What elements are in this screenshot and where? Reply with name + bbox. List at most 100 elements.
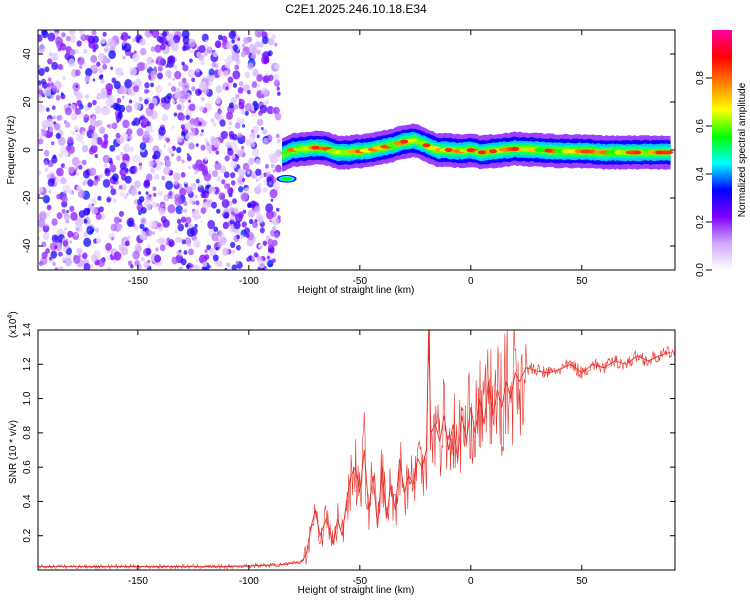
noise-blob	[200, 120, 207, 128]
noise-blob	[162, 219, 170, 228]
noise-blob	[252, 221, 259, 229]
ridge-hotspot	[444, 148, 453, 152]
noise-blob	[221, 199, 230, 209]
noise-blob	[67, 153, 71, 157]
noise-blob	[42, 81, 48, 89]
noise-blob	[256, 134, 260, 139]
noise-blob	[231, 39, 236, 44]
noise-blob	[224, 155, 230, 162]
noise-blob	[133, 85, 140, 93]
noise-blob	[64, 52, 71, 61]
noise-blob	[215, 186, 219, 191]
noise-blob	[219, 119, 226, 127]
noise-blob	[191, 86, 196, 92]
noise-blob	[267, 38, 275, 46]
noise-blob	[253, 205, 261, 214]
noise-blob	[273, 232, 280, 239]
noise-blob	[124, 168, 129, 173]
noise-blob	[110, 66, 114, 70]
noise-blob	[100, 37, 106, 45]
noise-blob	[174, 229, 178, 234]
noise-blob	[236, 234, 241, 240]
noise-blob	[224, 58, 228, 62]
noise-blob	[161, 113, 169, 122]
noise-blob	[185, 216, 192, 225]
ridge-hotspot	[655, 150, 664, 155]
noise-blob	[38, 138, 44, 145]
noise-blob	[224, 267, 228, 270]
noise-blob	[42, 194, 50, 204]
noise-blob	[90, 198, 97, 205]
noise-blob	[178, 252, 183, 257]
noise-blob	[62, 184, 71, 194]
noise-blob	[187, 68, 195, 78]
y-tick-label: 0.4	[22, 494, 33, 508]
noise-blob	[150, 167, 156, 174]
noise-blob	[160, 162, 164, 166]
noise-blob	[138, 96, 143, 102]
noise-blob	[99, 74, 104, 79]
noise-blob	[212, 51, 218, 58]
noise-blob	[159, 244, 166, 252]
noise-blob	[107, 38, 115, 47]
noise-blob	[132, 117, 141, 127]
noise-blob	[107, 123, 113, 129]
noise-blob	[230, 241, 236, 248]
noise-blob	[181, 61, 185, 66]
noise-blob	[104, 167, 110, 174]
noise-blob	[76, 247, 83, 255]
noise-blob	[102, 178, 111, 188]
colorbar-tick-label: 0.0	[695, 263, 706, 277]
noise-blob	[46, 212, 50, 216]
noise-blob	[165, 137, 171, 143]
noise-blob	[96, 92, 103, 100]
noise-blob	[79, 104, 84, 110]
noise-blob	[232, 82, 238, 88]
noise-blob	[223, 183, 229, 189]
noise-blob	[272, 226, 277, 231]
noise-blob	[180, 216, 187, 223]
noise-blob	[222, 82, 230, 91]
noise-blob	[231, 249, 236, 255]
ridge-hotspot	[489, 149, 497, 154]
noise-blob	[276, 138, 281, 144]
noise-blob	[117, 111, 123, 119]
noise-blob	[129, 166, 136, 175]
noise-blob	[136, 245, 142, 252]
noise-blob	[47, 58, 53, 65]
spectrogram-x-label: Height of straight line (km)	[298, 285, 415, 296]
noise-blob	[151, 201, 157, 208]
noise-blob	[134, 226, 139, 231]
noise-blob	[82, 169, 91, 179]
noise-blob	[263, 137, 270, 145]
noise-blob	[76, 172, 80, 176]
noise-blob	[132, 53, 140, 63]
noise-blob	[38, 261, 44, 266]
noise-blob	[128, 99, 133, 104]
noise-blob	[252, 69, 259, 77]
noise-blob	[81, 141, 85, 145]
noise-blob	[277, 91, 281, 96]
snr-panel: -150 -100 -50 0 50 0.2 0.4 0.6 0.8 1.0 1.2 1.4 Hei…	[7, 311, 676, 596]
noise-blob	[258, 110, 263, 116]
noise-blob	[83, 262, 91, 270]
noise-blob	[189, 58, 193, 63]
noise-blob	[222, 247, 230, 256]
noise-blob	[252, 148, 260, 157]
x-tick-label: -150	[128, 276, 148, 287]
noise-blob	[207, 219, 216, 230]
noise-blob	[230, 215, 235, 221]
noise-blob	[67, 230, 74, 238]
noise-blob	[240, 192, 248, 202]
noise-blob	[163, 144, 167, 148]
noise-blob	[219, 165, 227, 174]
noise-blob	[211, 232, 219, 242]
noise-blob	[229, 206, 234, 212]
noise-blob	[190, 131, 196, 137]
noise-blob	[177, 223, 184, 232]
chart-title: C2E1.2025.246.10.18.E34	[285, 2, 427, 16]
noise-blob	[109, 164, 117, 173]
noise-blob	[58, 266, 64, 270]
noise-blob	[104, 48, 108, 53]
noise-blob	[119, 191, 125, 198]
